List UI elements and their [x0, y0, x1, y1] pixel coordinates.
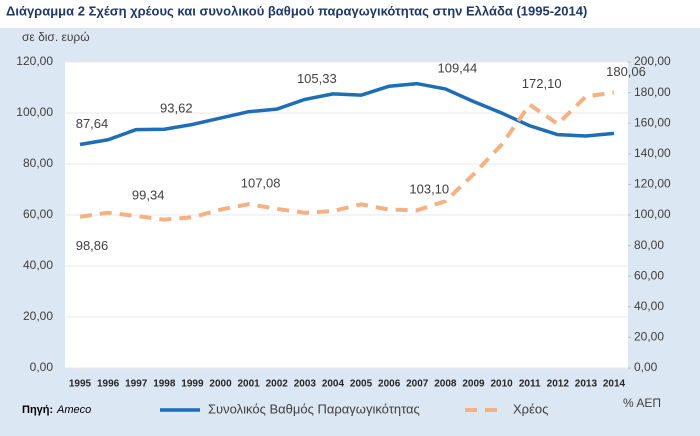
x-tick-label: 2001 — [238, 379, 261, 390]
y2-tick-label: 200,00 — [634, 54, 671, 68]
value-label: 87,64 — [76, 116, 109, 131]
x-tick-label: 1999 — [181, 379, 204, 390]
value-label: 98,86 — [76, 238, 109, 253]
x-tick-label: 1995 — [69, 379, 92, 390]
x-tick-label: 2002 — [266, 379, 289, 390]
x-tick-label: 2005 — [350, 379, 373, 390]
y-tick-label: 60,00 — [23, 207, 53, 221]
x-tick-label: 1996 — [97, 379, 120, 390]
value-label: 180,06 — [606, 64, 646, 79]
x-tick-label: 2003 — [294, 379, 317, 390]
y-axis-label: σε δισ. ευρώ — [22, 30, 90, 44]
y-tick-label: 20,00 — [23, 309, 53, 323]
x-tick-label: 2009 — [462, 379, 485, 390]
x-tick-label: 1998 — [153, 379, 176, 390]
x-tick-label: 2011 — [519, 379, 541, 390]
x-tick-label: 2006 — [378, 379, 401, 390]
legend-label: Συνολικός Βαθμός Παραγωγικότητας — [208, 401, 420, 416]
source: Ameco — [56, 404, 91, 416]
value-label: 107,08 — [241, 176, 281, 191]
series-line — [79, 90, 615, 222]
y2-tick-label: 160,00 — [634, 115, 671, 129]
value-label: 105,33 — [297, 71, 337, 86]
y2-tick-label: 140,00 — [634, 146, 671, 160]
legend-label: Χρέος — [513, 401, 548, 416]
y2-tick-label: 120,00 — [634, 177, 671, 191]
y2-tick-label: 80,00 — [634, 238, 664, 252]
y2-tick-label: 40,00 — [634, 299, 664, 313]
value-label: 93,62 — [160, 101, 193, 116]
y-tick-label: 0,00 — [30, 360, 54, 374]
chart-title: Διάγραμμα 2 Σχέση χρέους και συνολικού β… — [6, 3, 587, 18]
source-label: Πηγή: — [22, 404, 53, 416]
x-tick-label: 2012 — [547, 379, 570, 390]
x-tick-label: 2007 — [406, 379, 429, 390]
value-label: 99,34 — [132, 187, 165, 202]
y-tick-label: 100,00 — [16, 105, 53, 119]
x-tick-label: 2000 — [209, 379, 232, 390]
x-tick-label: 2010 — [490, 379, 513, 390]
value-label: 103,10 — [409, 182, 449, 197]
y2-tick-label: 20,00 — [634, 330, 664, 344]
series-line — [79, 81, 615, 147]
y-tick-label: 120,00 — [16, 54, 53, 68]
y2-tick-label: 0,00 — [634, 360, 658, 374]
x-tick-label: 2004 — [322, 379, 345, 390]
y2-tick-label: 180,00 — [634, 85, 671, 99]
y-tick-label: 40,00 — [23, 258, 53, 272]
y2-tick-label: 100,00 — [634, 207, 671, 221]
value-label: 172,10 — [522, 76, 562, 91]
y2-axis-label: % ΑΕΠ — [623, 396, 661, 410]
x-tick-label: 2008 — [434, 379, 457, 390]
y-tick-label: 80,00 — [23, 156, 53, 170]
x-tick-label: 1997 — [125, 379, 148, 390]
value-label: 109,44 — [437, 60, 477, 75]
x-tick-label: 2013 — [575, 379, 598, 390]
y2-tick-label: 60,00 — [634, 268, 664, 282]
x-tick-label: 2014 — [603, 379, 626, 390]
